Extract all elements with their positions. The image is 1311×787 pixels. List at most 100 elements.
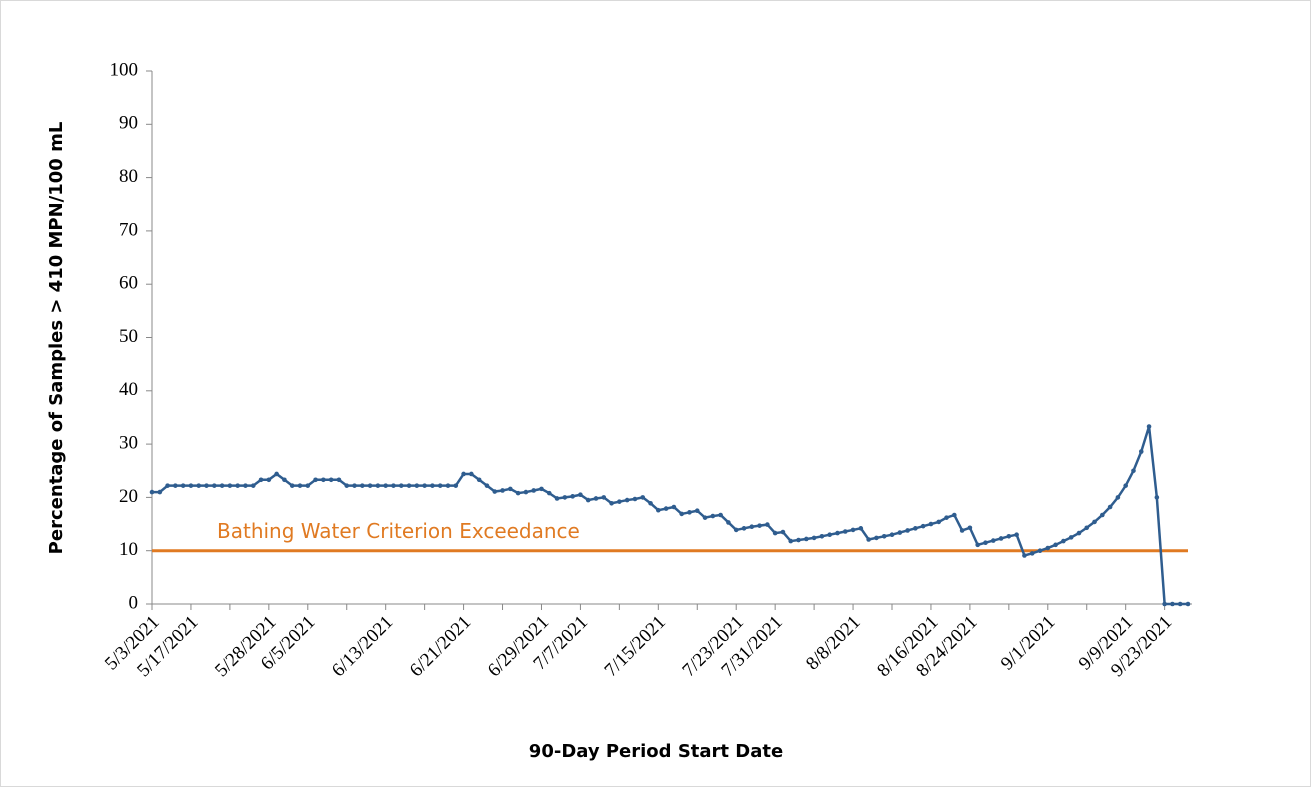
data-point (562, 495, 568, 500)
data-point (328, 477, 334, 483)
data-point (897, 530, 903, 535)
data-point (718, 512, 723, 518)
y-tick-label: 30 (119, 432, 138, 453)
data-point (835, 530, 840, 536)
data-point (157, 489, 163, 495)
data-point (508, 486, 513, 492)
data-point (765, 522, 770, 527)
data-point (710, 513, 716, 519)
data-point (445, 483, 451, 488)
data-point (1006, 534, 1012, 539)
data-point (617, 499, 622, 504)
data-point (1037, 548, 1043, 553)
data-point (313, 477, 318, 483)
data-point (1185, 601, 1191, 607)
data-point (492, 489, 498, 494)
data-point (1162, 601, 1167, 607)
data-point (196, 483, 202, 488)
data-point (321, 477, 326, 483)
data-point (531, 488, 536, 493)
data-point (687, 510, 692, 515)
data-point (694, 508, 700, 514)
data-point (227, 483, 233, 488)
data-point (546, 490, 552, 496)
data-point (1146, 424, 1152, 429)
data-point (554, 496, 560, 501)
data-point (437, 483, 443, 488)
data-point (235, 483, 240, 488)
data-point (1022, 553, 1027, 558)
data-point (1154, 495, 1160, 500)
data-point (679, 511, 684, 517)
data-point (889, 532, 895, 538)
data-point (1107, 504, 1113, 510)
data-point (173, 483, 178, 488)
data-point (578, 492, 583, 498)
data-point (1014, 532, 1019, 538)
data-point (874, 535, 879, 541)
data-point (1084, 525, 1090, 531)
data-point (648, 500, 653, 506)
data-point (383, 483, 388, 488)
data-point (842, 529, 848, 534)
data-point (952, 512, 957, 518)
data-point (406, 483, 412, 488)
data-point (1029, 551, 1035, 556)
data-point (609, 500, 614, 506)
data-point (967, 525, 973, 531)
y-tick-label: 80 (119, 166, 138, 187)
data-point (624, 497, 630, 503)
data-point (601, 495, 607, 500)
data-point (476, 477, 482, 483)
y-tick-label: 60 (119, 273, 138, 294)
data-point (905, 528, 910, 533)
data-point (858, 526, 864, 531)
data-point (936, 519, 942, 525)
data-point (297, 483, 303, 488)
data-point (656, 507, 661, 513)
data-point (469, 471, 474, 477)
data-point (282, 477, 287, 483)
data-point (866, 537, 871, 542)
data-point (461, 471, 466, 477)
data-point (375, 483, 381, 488)
data-point (258, 477, 264, 483)
data-point (367, 483, 373, 488)
data-point (585, 497, 591, 503)
y-tick-label: 0 (129, 592, 139, 613)
data-point (352, 483, 357, 488)
data-point (733, 527, 739, 533)
data-point (414, 483, 420, 488)
data-point (453, 483, 459, 488)
data-point (204, 483, 209, 488)
data-point (850, 527, 856, 533)
data-point (1061, 538, 1066, 544)
data-point (165, 483, 170, 488)
data-point (570, 494, 575, 499)
data-point (796, 537, 801, 543)
data-point (515, 490, 521, 496)
data-point (149, 489, 155, 495)
data-point (422, 483, 427, 488)
data-point (640, 495, 646, 500)
data-point (819, 534, 825, 539)
y-tick-label: 10 (119, 539, 138, 560)
data-point (188, 483, 194, 488)
y-tick-label: 40 (119, 379, 138, 400)
data-point (1123, 483, 1128, 488)
data-point (539, 486, 544, 492)
data-point (274, 471, 279, 477)
threshold-label: Bathing Water Criterion Exceedance (217, 519, 580, 543)
x-axis-title: 90-Day Period Start Date (529, 741, 783, 762)
data-point (928, 521, 934, 527)
data-point (671, 504, 677, 510)
data-point (360, 483, 365, 488)
data-point (180, 483, 186, 488)
data-point (250, 483, 256, 488)
data-point (344, 483, 350, 488)
data-point (959, 528, 965, 533)
data-point (913, 526, 918, 531)
data-point (726, 520, 731, 525)
